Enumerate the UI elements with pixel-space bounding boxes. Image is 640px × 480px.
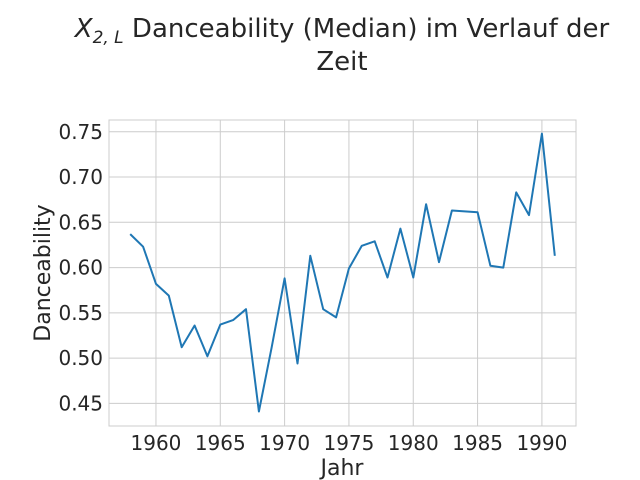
y-axis-ticks: 0.45 0.50 0.55 0.60 0.65 0.70 0.75 [58,120,103,416]
x-tick-label: 1960 [131,431,182,455]
x-axis-ticks: 1960 1965 1970 1975 1980 1985 1990 [131,431,568,455]
x-axis-label: Jahr [319,456,365,480]
y-tick-label: 0.50 [58,346,103,370]
series-line-danceability [129,132,556,413]
chart-title-variable: X [73,14,94,44]
chart-title-line1: X2, L Danceability (Median) im Verlauf d… [73,14,610,48]
x-tick-label: 1965 [195,431,246,455]
plot-frame [108,119,577,427]
chart-title-subscript: 2, L [93,28,124,48]
y-tick-label: 0.45 [58,391,103,415]
chart-title-line2: Zeit [316,47,367,77]
x-tick-label: 1970 [259,431,310,455]
x-tick-label: 1980 [388,431,439,455]
chart-title-rest: Danceability (Median) im Verlauf der [124,14,610,44]
y-tick-label: 0.65 [58,210,103,234]
x-tick-label: 1990 [516,431,567,455]
x-tick-label: 1975 [323,431,374,455]
y-tick-label: 0.70 [58,165,103,189]
grid [109,120,576,426]
y-tick-label: 0.60 [58,256,103,280]
y-tick-label: 0.55 [58,301,103,325]
y-tick-label: 0.75 [58,120,103,144]
y-axis-label: Danceability [31,204,56,341]
x-tick-label: 1985 [452,431,503,455]
